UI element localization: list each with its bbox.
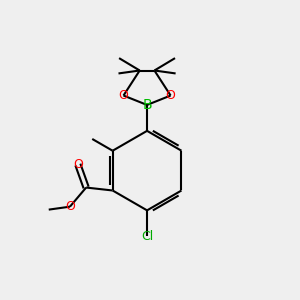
Text: Cl: Cl (141, 230, 153, 243)
Text: O: O (65, 200, 75, 213)
Text: O: O (73, 158, 83, 171)
Text: B: B (142, 98, 152, 112)
Text: O: O (166, 89, 176, 102)
Text: O: O (118, 89, 128, 102)
